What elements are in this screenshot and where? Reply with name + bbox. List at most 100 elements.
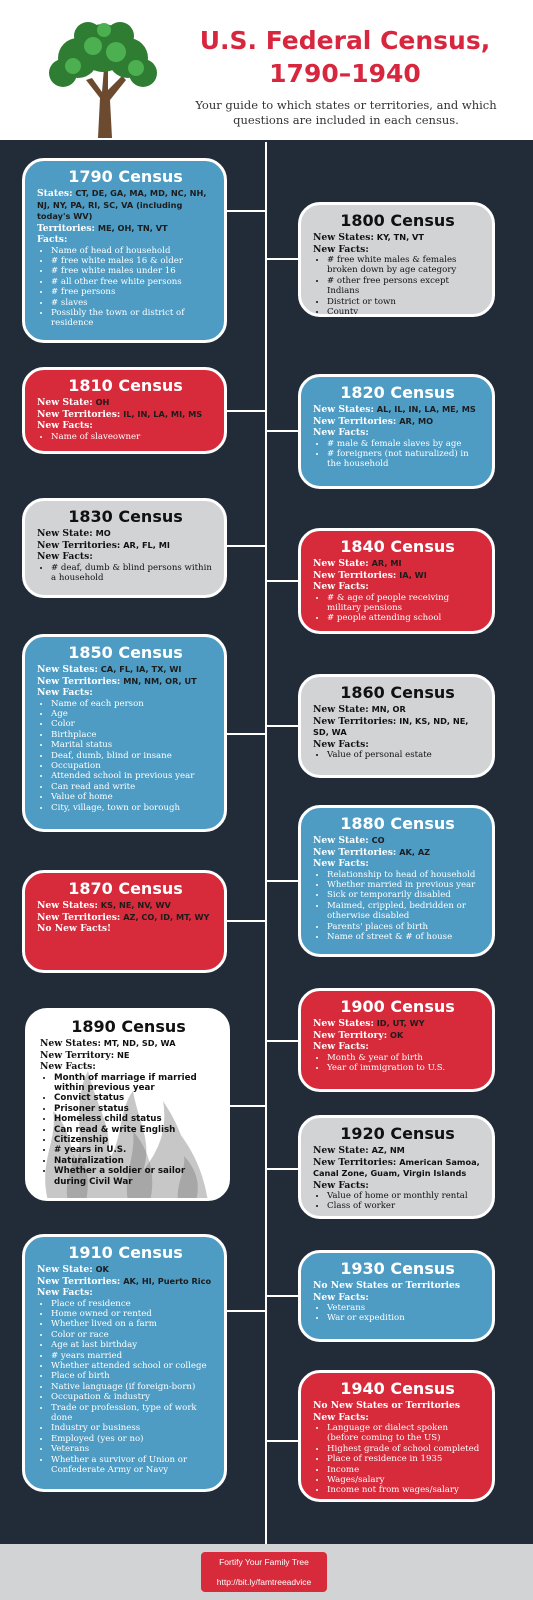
- fact-item: Name of street & # of house: [327, 932, 482, 942]
- states-label: New States:: [313, 404, 374, 415]
- facts-label: New Facts:: [313, 427, 369, 438]
- census-card-1890: 1890 Census New States: MT, ND, SD, WA N…: [25, 1008, 230, 1201]
- fact-item: Native language (if foreign-born): [51, 1382, 214, 1392]
- territories-value: AK, AZ: [399, 846, 431, 857]
- census-card-1920: 1920 Census New State: AZ, NM New Territ…: [298, 1115, 495, 1219]
- states-label: New States:: [37, 664, 98, 675]
- fact-item: # deaf, dumb & blind persons within a ho…: [51, 563, 214, 584]
- fact-item: Value of home: [51, 792, 214, 802]
- fact-item: # foreigners (not naturalized) in the ho…: [327, 449, 482, 470]
- connector-1800: [266, 258, 300, 260]
- fact-item: Place of residence in 1935: [327, 1454, 482, 1464]
- fact-item: Place of birth: [51, 1371, 214, 1381]
- territories-label: New Territories:: [313, 846, 397, 858]
- states-label: New State:: [313, 704, 369, 715]
- card-title: 1870 Census: [68, 879, 183, 898]
- fact-item: Prisoner status: [54, 1104, 217, 1114]
- territories-label: New Territories:: [37, 675, 121, 687]
- card-title: 1840 Census: [340, 537, 455, 556]
- fact-item: Possibly the town or district of residen…: [51, 308, 214, 329]
- fact-item: Sick or temporarily disabled: [327, 890, 482, 900]
- territories-label: New Territories:: [37, 408, 121, 420]
- facts-label: New Facts:: [313, 1291, 369, 1303]
- territories-value: AR, FL, MI: [123, 539, 170, 550]
- states-value: CA, FL, IA, TX, WI: [100, 664, 182, 674]
- fact-item: # other free persons except Indians: [327, 276, 482, 297]
- card-title: 1890 Census: [71, 1017, 186, 1036]
- census-card-1840: 1840 Census New State: AR, MI New Territ…: [298, 528, 495, 634]
- facts-label: New Facts:: [37, 687, 93, 698]
- states-value: OK: [95, 1264, 109, 1274]
- census-card-1860: 1860 Census New State: MN, OR New Territ…: [298, 674, 495, 778]
- fact-item: Color: [51, 719, 214, 729]
- territories-label: New Territory:: [40, 1049, 115, 1061]
- states-value: KS, NE, NV, WV: [100, 900, 171, 910]
- fact-item: Convict status: [54, 1093, 217, 1103]
- page-title: U.S. Federal Census, 1790–1940: [199, 26, 491, 88]
- card-title: 1850 Census: [68, 643, 183, 662]
- states-label: No New States or Territories: [313, 1280, 461, 1291]
- territories-value: American Samoa, Canal Zone, Guam, Virgin…: [313, 1156, 480, 1179]
- census-card-1810: 1810 Census New State: OH New Territorie…: [22, 367, 227, 454]
- territories-label: New Territories:: [313, 1156, 397, 1168]
- states-label: New State:: [313, 558, 369, 569]
- territories-label: Territories:: [37, 222, 95, 234]
- states-label: New State:: [313, 1145, 369, 1156]
- fire-illustration: [45, 1071, 208, 1198]
- connector-1820: [266, 430, 300, 432]
- footer-link[interactable]: http://bit.ly/famtreeadvice: [216, 1577, 312, 1587]
- fact-item: # free white males & females broken down…: [327, 255, 482, 276]
- territories-label: New Territories:: [313, 715, 397, 727]
- connector-1910: [225, 1310, 266, 1312]
- fact-item: Occupation & industry: [51, 1392, 214, 1402]
- facts-list: Value of personal estate: [313, 750, 482, 760]
- fact-item: Home owned or rented: [51, 1309, 214, 1319]
- connector-1880: [266, 880, 300, 882]
- fact-item: Highest grade of school completed: [327, 1444, 482, 1454]
- states-value: MT, ND, SD, WA: [103, 1038, 176, 1048]
- connector-1870: [225, 920, 266, 922]
- connector-1940: [266, 1440, 300, 1442]
- territories-label: New Territories:: [37, 1275, 121, 1287]
- states-label: New States:: [37, 900, 98, 911]
- fact-item: City, village, town or borough: [51, 803, 214, 813]
- facts-label: New Facts:: [313, 1411, 369, 1423]
- fact-item: # free white males 16 & older: [51, 256, 214, 266]
- fact-item: Class of worker: [327, 1201, 482, 1211]
- fact-item: Value of personal estate: [327, 750, 482, 760]
- states-label: States:: [37, 188, 73, 199]
- fact-item: # people attending school: [327, 613, 482, 623]
- fact-item: Value of home or monthly rental: [327, 1191, 482, 1201]
- census-card-1820: 1820 Census New States: AL, IL, IN, LA, …: [298, 374, 495, 489]
- timeline-spine: [265, 142, 267, 1544]
- states-value: ID, UT, WY: [376, 1018, 425, 1028]
- facts-list: # & age of people receiving military pen…: [313, 593, 482, 624]
- facts-label: New Facts:: [37, 420, 93, 431]
- fact-item: Whether attended school or college: [51, 1361, 214, 1371]
- states-label: New State:: [37, 528, 93, 539]
- census-card-1940: 1940 Census No New States or Territories…: [298, 1370, 495, 1502]
- states-label: New States:: [313, 232, 374, 243]
- fact-item: Month of marriage if married within prev…: [54, 1073, 217, 1094]
- facts-list: Month of marriage if married within prev…: [40, 1073, 217, 1187]
- connector-1890: [225, 1105, 266, 1107]
- footer-link-button[interactable]: Fortify Your Family Tree http://bit.ly/f…: [201, 1552, 327, 1592]
- fact-item: Employed (yes or no): [51, 1434, 214, 1444]
- fact-item: Deaf, dumb, blind or insane: [51, 751, 214, 761]
- tree-icon: [49, 22, 157, 138]
- fact-item: Veterans: [51, 1444, 214, 1454]
- territories-label: New Territory:: [313, 1029, 388, 1041]
- footer-line1: Fortify Your Family Tree: [219, 1557, 309, 1567]
- facts-list: Name of head of household # free white m…: [37, 246, 214, 329]
- connector-1920: [266, 1168, 300, 1170]
- card-title: 1920 Census: [340, 1124, 455, 1143]
- card-title: 1830 Census: [68, 507, 183, 526]
- fact-item: Income not from wages/salary: [327, 1485, 482, 1495]
- card-title: 1810 Census: [68, 376, 183, 395]
- fact-item: County: [327, 307, 482, 314]
- states-label: New States:: [40, 1038, 101, 1049]
- census-card-1850: 1850 Census New States: CA, FL, IA, TX, …: [22, 634, 227, 832]
- territories-value: NE: [117, 1049, 130, 1060]
- territories-label: New Territories:: [313, 415, 397, 427]
- facts-label: New Facts:: [313, 738, 369, 750]
